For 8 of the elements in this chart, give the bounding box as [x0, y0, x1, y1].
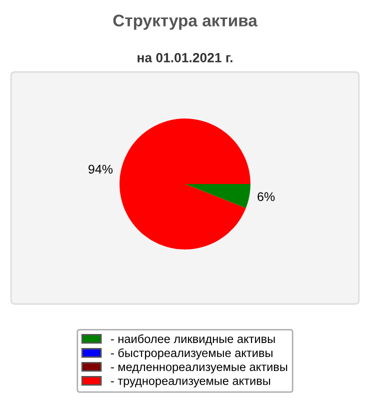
data-label: 94% [88, 164, 113, 174]
legend-label: - быстрореализуемые активы [110, 348, 272, 360]
data-label: 6% [258, 192, 275, 202]
chart-subtitle: на 01.01.2021 г. [138, 53, 232, 62]
legend-label: - наиболее ликвидные активы [110, 334, 275, 346]
legend-label: - труднореализуемые активы [110, 378, 270, 388]
legend-label: - медленнореализуемые активы [110, 364, 288, 374]
chart-title: Структура актива [113, 14, 258, 30]
